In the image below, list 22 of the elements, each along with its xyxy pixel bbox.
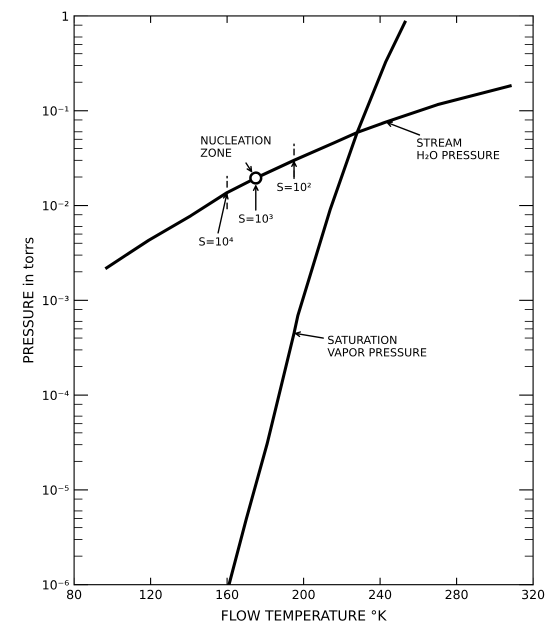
annotation: NUCLEATION ZONE (200, 136, 270, 157)
annotation: S=10² (277, 182, 311, 192)
annotation: S=10³ (239, 214, 273, 223)
x-tick-label: 160 (216, 590, 238, 600)
y-axis-title: PRESSURE in torrs (22, 238, 34, 362)
x-axis-title: FLOW TEMPERATURE °K (222, 610, 387, 621)
y-tick-label: 10⁻² (43, 201, 68, 210)
y-tick-label: 10⁻⁴ (43, 390, 69, 400)
annotation: STREAM H₂O PRESSURE (417, 138, 500, 160)
x-tick-label: 80 (66, 590, 82, 600)
annotation: S=10⁴ (199, 237, 234, 246)
y-tick-label: 10⁻³ (43, 296, 69, 306)
x-tick-label: 120 (140, 590, 162, 600)
y-tick-label: 10⁻¹ (43, 106, 69, 116)
x-tick-label: 280 (446, 590, 468, 600)
y-tick-label: 10⁻⁶ (43, 580, 69, 590)
y-tick-label: 1 (62, 12, 68, 21)
x-tick-label: 240 (369, 590, 392, 600)
y-tick-label: 10⁻⁵ (43, 485, 69, 495)
x-tick-label: 320 (522, 590, 544, 600)
annotation: SATURATION VAPOR PRESSURE (327, 336, 426, 357)
x-tick-label: 200 (292, 590, 315, 600)
